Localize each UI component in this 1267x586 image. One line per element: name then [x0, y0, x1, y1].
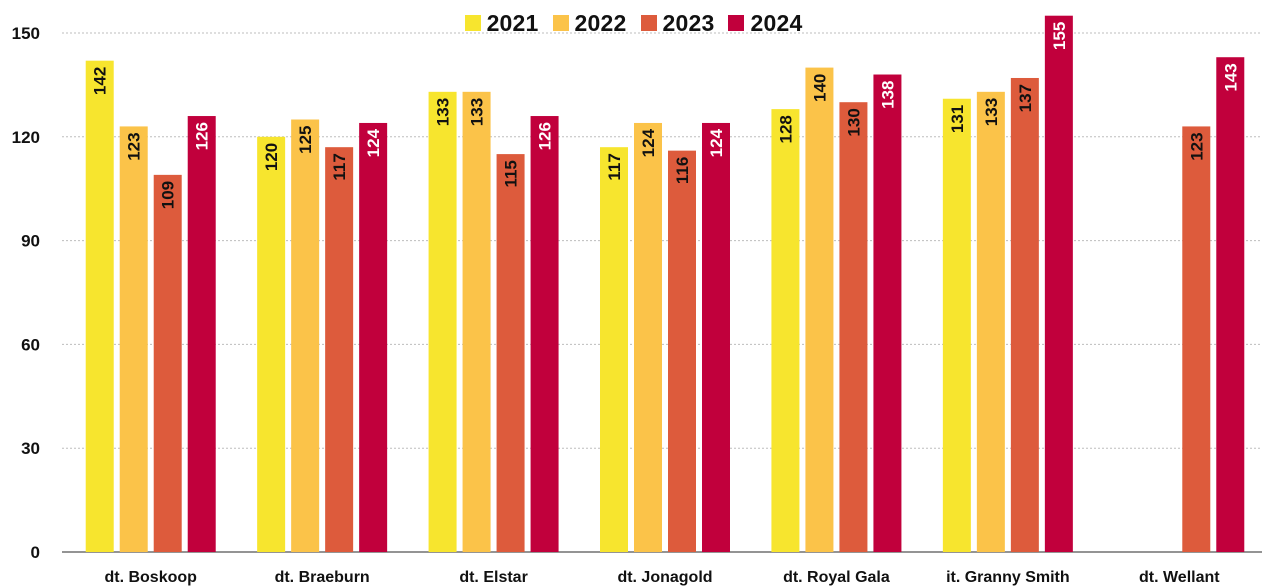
- legend-label: 2024: [750, 9, 803, 36]
- legend-swatch: [552, 15, 569, 31]
- bar-value-label: 117: [605, 153, 624, 180]
- bar-group: 133 133 115 126: [428, 91, 559, 552]
- bar-group: 120 125 117 124: [257, 119, 388, 553]
- y-axis-ticks: 0 30 60 90 120 150: [12, 24, 40, 562]
- bar-2022: [291, 119, 320, 552]
- bar-value-label: 124: [364, 128, 383, 157]
- bar-2023: [1182, 126, 1211, 553]
- bar-value-label: 138: [878, 81, 897, 109]
- bar-2023: [839, 102, 868, 552]
- category-label: dt. Boskoop: [104, 569, 197, 586]
- bar-2023: [153, 174, 182, 553]
- bar-2024: [530, 116, 559, 552]
- bar-group: 117 124 116 124: [600, 122, 730, 553]
- category-label: dt. Royal Gala: [783, 569, 890, 586]
- bar-value-label: 120: [262, 143, 281, 171]
- category-label: dt. Elstar: [459, 569, 527, 586]
- chart-legend: 2021 2022 2023 2024: [0, 8, 1267, 38]
- bar-group: 123 143: [1182, 57, 1245, 553]
- bar-value-label: 117: [330, 153, 349, 180]
- bar-value-label: 115: [502, 160, 521, 187]
- y-tick-label: 90: [21, 232, 40, 251]
- bar-value-label: 130: [844, 108, 863, 136]
- bar-value-label: 133: [468, 98, 487, 126]
- bar-2022: [976, 91, 1005, 552]
- legend-swatch: [464, 15, 481, 31]
- bar-2023: [496, 154, 525, 552]
- y-tick-label: 120: [12, 128, 40, 147]
- bar-value-label: 125: [296, 126, 315, 154]
- bar-2021: [771, 109, 800, 553]
- y-tick-label: 150: [12, 24, 40, 43]
- bar-value-label: 155: [1050, 22, 1069, 50]
- legend-label: 2023: [662, 9, 715, 36]
- bar-value-label: 128: [776, 115, 795, 143]
- bar-2024: [1044, 15, 1073, 552]
- legend-swatch: [728, 15, 745, 31]
- bar-2022: [119, 126, 148, 553]
- bar-group: 131 133 137 155: [942, 15, 1073, 553]
- bar-value-label: 131: [948, 105, 967, 133]
- legend-item: 2022: [552, 8, 627, 38]
- legend-label: 2021: [486, 9, 539, 36]
- bar-value-label: 143: [1221, 63, 1240, 91]
- bar-value-label: 116: [673, 157, 692, 184]
- bar-2022: [805, 67, 834, 552]
- bar-2023: [325, 147, 354, 552]
- legend-label: 2022: [574, 9, 627, 36]
- category-label: dt. Wellant: [1139, 569, 1220, 586]
- bar-2024: [702, 122, 730, 553]
- bar-2021: [600, 147, 628, 552]
- y-tick-label: 0: [31, 543, 40, 562]
- bar-2024: [359, 122, 388, 553]
- bar-value-label: 123: [125, 132, 144, 160]
- bar-2021: [85, 60, 114, 553]
- bar-value-label: 142: [91, 67, 110, 95]
- legend-item: 2021: [464, 8, 539, 38]
- bar-value-label: 124: [707, 128, 726, 157]
- legend-swatch: [640, 15, 657, 31]
- bar-2023: [1010, 77, 1039, 552]
- bar-2021: [428, 91, 457, 552]
- bar-value-label: 133: [434, 98, 453, 126]
- bar-value-label: 140: [810, 74, 829, 102]
- bar-2024: [873, 74, 902, 553]
- bar-2022: [462, 91, 491, 552]
- bar-value-label: 126: [536, 122, 555, 150]
- bar-value-label: 133: [982, 98, 1001, 126]
- bar-2023: [668, 150, 696, 552]
- y-tick-label: 60: [21, 335, 40, 354]
- legend-item: 2024: [728, 8, 802, 38]
- category-label: dt. Jonagold: [617, 569, 712, 586]
- bar-group: 142 123 109 126: [85, 60, 216, 553]
- y-tick-label: 30: [21, 439, 40, 458]
- bar-2022: [634, 122, 662, 553]
- bar-value-label: 126: [193, 122, 212, 150]
- category-label: dt. Braeburn: [275, 569, 370, 586]
- bar-value-label: 109: [159, 181, 178, 209]
- bar-value-label: 124: [639, 128, 658, 157]
- bar-value-label: 137: [1016, 84, 1035, 112]
- legend-item: 2023: [640, 8, 715, 38]
- category-label: it. Granny Smith: [946, 569, 1070, 586]
- bar-2024: [1216, 57, 1245, 552]
- bar-value-label: 123: [1187, 132, 1206, 160]
- bar-2021: [942, 98, 971, 553]
- bar-group: 128 140 130 138: [771, 67, 902, 553]
- bar-2021: [257, 136, 286, 553]
- x-axis-labels: dt. Boskoop dt. Braeburn dt. Elstar dt. Jon…: [104, 569, 1220, 586]
- bar-2024: [187, 116, 216, 552]
